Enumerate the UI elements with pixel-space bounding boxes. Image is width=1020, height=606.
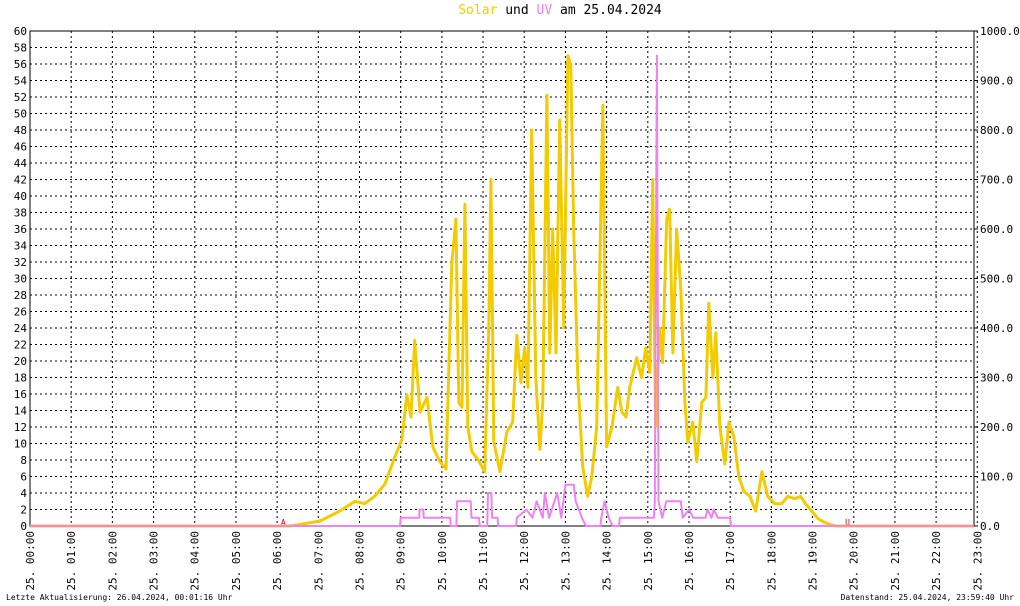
y-tick-label: 18	[14, 372, 27, 385]
y-tick-label: 54	[14, 75, 28, 88]
y-tick-label: 24	[14, 322, 28, 335]
y2-tick-label: 500.0	[980, 273, 1013, 286]
x-tick-label: 25. 21:00	[889, 531, 902, 591]
y-tick-label: 22	[14, 339, 27, 352]
y-tick-label: 50	[14, 108, 27, 121]
x-tick-label: 25. 15:00	[642, 531, 655, 591]
y2-tick-label: 800.0	[980, 124, 1013, 137]
y-tick-label: 58	[14, 42, 27, 55]
annotation: A	[281, 518, 286, 527]
y-tick-label: 36	[14, 223, 27, 236]
x-tick-label: 25. 14:00	[601, 531, 614, 591]
chart-title: Solar und UV am 25.04.2024	[458, 3, 662, 18]
title-und: und	[505, 3, 528, 18]
title-solar: Solar	[458, 3, 497, 18]
x-tick-label: 25. 18:00	[765, 531, 778, 591]
x-tick-label: 25. 19:00	[807, 531, 820, 591]
y-tick-label: 2	[20, 504, 27, 517]
y-tick-label: 12	[14, 421, 27, 434]
y-tick-label: 42	[14, 174, 27, 187]
y2-tick-label: 600.0	[980, 223, 1013, 236]
y-tick-label: 6	[20, 471, 27, 484]
y-tick-label: 38	[14, 207, 27, 220]
y-tick-label: 8	[20, 454, 27, 467]
x-tick-label: 25. 00:00	[24, 531, 37, 591]
y2-tick-label: 0.0	[980, 520, 1000, 533]
y2-tick-label: 400.0	[980, 322, 1013, 335]
x-tick-label: 25. 13:00	[559, 531, 572, 591]
x-tick-label: 25. 10:00	[436, 531, 449, 591]
y-tick-label: 4	[20, 487, 27, 500]
y-tick-label: 14	[14, 405, 28, 418]
y2-tick-label: 900.0	[980, 75, 1013, 88]
x-tick-label: 25. 07:00	[312, 531, 325, 591]
x-tick-label: 25. 20:00	[848, 531, 861, 591]
annotation: U	[845, 518, 850, 527]
y-tick-label: 20	[14, 355, 27, 368]
y-tick-label: 56	[14, 58, 27, 71]
y-tick-label: 34	[14, 240, 28, 253]
y-tick-label: 0	[20, 520, 27, 533]
x-tick-label: 25. 04:00	[189, 531, 202, 591]
y-tick-label: 46	[14, 141, 27, 154]
y2-tick-label: 100.0	[980, 471, 1013, 484]
y-tick-label: 32	[14, 256, 27, 269]
footer-left: Letzte Aktualisierung: 26.04.2024, 00:01…	[6, 593, 233, 602]
footer-right: Datenstand: 25.04.2024, 23:59:40 Uhr	[841, 593, 1015, 602]
y-tick-label: 26	[14, 306, 27, 319]
x-tick-label: 25. 01:00	[65, 531, 78, 591]
x-tick-label: 25. 03:00	[148, 531, 161, 591]
y-tick-label: 52	[14, 91, 27, 104]
x-tick-label: 25. 17:00	[724, 531, 737, 591]
x-tick-label: 25. 08:00	[353, 531, 366, 591]
y-tick-label: 60	[14, 25, 27, 38]
x-tick-label: 25. 16:00	[683, 531, 696, 591]
y2-tick-label: 200.0	[980, 421, 1013, 434]
x-tick-label: 25. 22:00	[930, 531, 943, 591]
x-tick-label: 25. 23:00	[971, 531, 984, 591]
y-tick-label: 48	[14, 124, 27, 137]
y-tick-label: 16	[14, 388, 27, 401]
y2-tick-label: 300.0	[980, 372, 1013, 385]
y-tick-label: 28	[14, 289, 27, 302]
y-tick-label: 10	[14, 438, 27, 451]
x-tick-label: 25. 02:00	[106, 531, 119, 591]
x-tick-label: 25. 05:00	[230, 531, 243, 591]
title-uv: UV	[537, 3, 553, 18]
title-date: am 25.04.2024	[560, 3, 662, 18]
y-tick-label: 40	[14, 190, 27, 203]
y-tick-label: 44	[14, 157, 28, 170]
series-line	[30, 54, 974, 528]
series-line	[30, 54, 974, 527]
x-tick-label: 25. 11:00	[477, 531, 490, 591]
x-tick-label: 25. 09:00	[395, 531, 408, 591]
x-tick-label: 25. 12:00	[518, 531, 531, 591]
x-tick-label: 25. 06:00	[271, 531, 284, 591]
y2-tick-label: 1000.0	[980, 25, 1020, 38]
y2-tick-label: 700.0	[980, 174, 1013, 187]
y-tick-label: 30	[14, 273, 27, 286]
